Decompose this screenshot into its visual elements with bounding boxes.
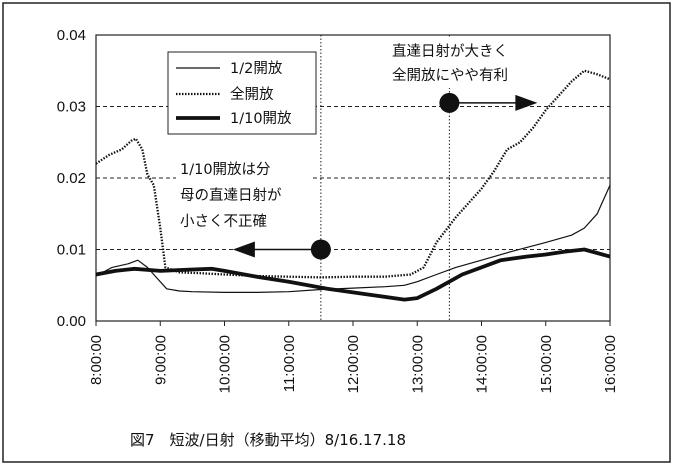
x-axis-ticks: 8:00:00 9:00:00 10:00:00 11:00:00 12:00:00 13…: [88, 321, 619, 393]
legend-label-tenth: 1/10開放: [230, 110, 292, 127]
x-tick-label: 8:00:00: [88, 335, 105, 385]
y-tick-label: 0.02: [57, 170, 86, 187]
legend-label-full: 全開放: [230, 85, 274, 103]
annotation-left-line-2: 母の直達日射が: [180, 187, 282, 204]
y-axis-ticks: 0.00 0.01 0.02 0.03 0.04: [57, 27, 86, 330]
series-line-1: [95, 69, 611, 279]
annotation-right-bg: [388, 38, 548, 88]
annotation-left-line-1: 1/10開放は分: [180, 161, 271, 178]
x-tick-label: 14:00:00: [474, 335, 491, 393]
series-lines: [95, 69, 611, 302]
legend-box: [167, 51, 317, 135]
x-tick-label: 13:00:00: [409, 335, 426, 393]
annotation-left-line-3: 小さく不正確: [180, 213, 267, 230]
figure-caption: 図7 短波/日射（移動平均）8/16.17.18: [130, 431, 406, 449]
annotation-arrow-head: [232, 241, 255, 258]
x-tick-label: 10:00:00: [217, 335, 234, 393]
x-tick-label: 15:00:00: [538, 335, 555, 393]
y-tick-label: 0.01: [57, 242, 86, 259]
annotation-marker-dot: [310, 239, 331, 260]
x-tick-label: 16:00:00: [602, 335, 619, 393]
legend: 1/2開放 全開放 1/10開放: [167, 51, 317, 135]
annotation-right-line-2: 全開放にやや有利: [392, 66, 508, 84]
annotation-left-bg: [176, 152, 310, 240]
annotation-arrow-head: [515, 94, 538, 111]
y-tick-label: 0.04: [57, 27, 86, 44]
x-tick-label: 9:00:00: [152, 335, 169, 385]
legend-label-half: 1/2開放: [230, 60, 283, 77]
annotation-right-line-1: 直達日射が大きく: [392, 43, 508, 60]
annotation-left: 1/10開放は分 母の直達日射が 小さく不正確: [176, 152, 310, 240]
x-tick-label: 11:00:00: [281, 335, 298, 392]
y-tick-label: 0.00: [57, 313, 86, 330]
annotation-marker-dot: [439, 92, 460, 113]
series-line-2: [95, 247, 611, 302]
x-tick-label: 12:00:00: [345, 335, 362, 393]
y-tick-label: 0.03: [57, 99, 86, 116]
annotation-markers: [232, 92, 538, 260]
vertical-markers: [320, 35, 450, 321]
annotation-right: 直達日射が大きく 全開放にやや有利: [388, 38, 548, 88]
